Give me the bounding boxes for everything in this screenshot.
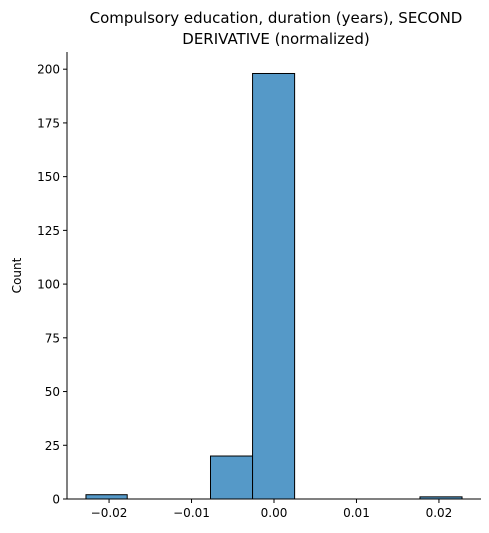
y-axis-label: Count [10,257,24,293]
y-tick-label: 25 [45,439,60,453]
x-tick-label: 0.00 [261,506,288,520]
chart-title-line-1: Compulsory education, duration (years), … [89,9,463,27]
x-tick-label: −0.02 [91,506,128,520]
histogram-bar [252,72,296,500]
y-tick-label: 175 [37,116,60,130]
y-tick-label: 100 [37,278,60,292]
y-tick-label: 150 [37,170,60,184]
y-tick-label: 75 [45,331,60,345]
y-tick-label: 50 [45,385,60,399]
x-tick-label: 0.01 [343,506,370,520]
y-tick-label: 125 [37,224,60,238]
chart-title-line-2: DERIVATIVE (normalized) [182,30,370,48]
y-tick-label: 200 [37,63,60,77]
axes-group: 0 25 50 75 100 125 150 175 200 −0.02 −0.01 0.00 0.01… [10,52,481,520]
bars-group [85,72,463,500]
x-tick-label: −0.01 [173,506,210,520]
y-tick-label: 0 [52,493,60,507]
x-tick-label: 0.02 [426,506,453,520]
histogram-bar [85,494,128,500]
histogram-bar [209,455,254,500]
